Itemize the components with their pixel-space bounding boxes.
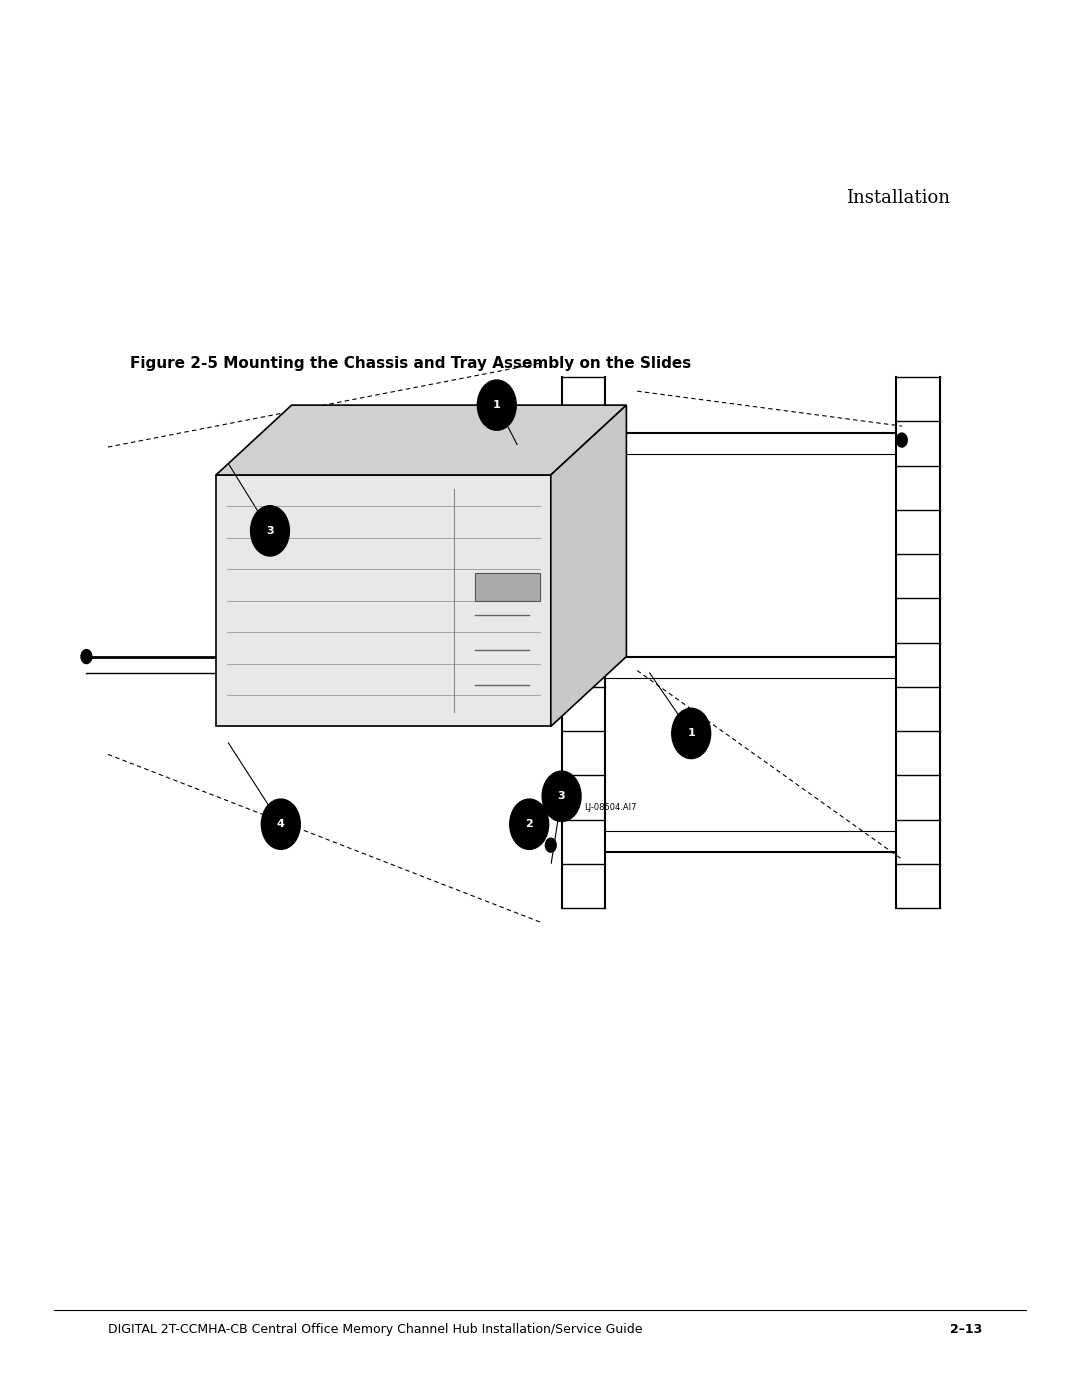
FancyBboxPatch shape [475, 573, 540, 601]
Circle shape [261, 799, 300, 849]
Text: Installation: Installation [847, 189, 950, 207]
Text: 1: 1 [687, 728, 696, 739]
Text: 1: 1 [492, 400, 501, 411]
Polygon shape [216, 405, 626, 475]
Text: 3: 3 [557, 791, 566, 802]
Circle shape [477, 380, 516, 430]
Circle shape [81, 650, 92, 664]
Text: 3: 3 [266, 525, 274, 536]
Polygon shape [216, 475, 551, 726]
Circle shape [542, 771, 581, 821]
Text: Figure 2-5 Mounting the Chassis and Tray Assembly on the Slides: Figure 2-5 Mounting the Chassis and Tray… [130, 356, 691, 372]
Polygon shape [551, 405, 626, 726]
Circle shape [251, 506, 289, 556]
Circle shape [672, 708, 711, 759]
Circle shape [896, 433, 907, 447]
Circle shape [545, 838, 556, 852]
Text: 2–13: 2–13 [950, 1323, 983, 1337]
Text: DIGITAL 2T-CCMHA-CB Central Office Memory Channel Hub Installation/Service Guide: DIGITAL 2T-CCMHA-CB Central Office Memor… [108, 1323, 643, 1337]
Text: LJ-08504.AI7: LJ-08504.AI7 [584, 803, 636, 812]
Circle shape [510, 799, 549, 849]
Text: 4: 4 [276, 819, 285, 830]
Text: 2: 2 [525, 819, 534, 830]
